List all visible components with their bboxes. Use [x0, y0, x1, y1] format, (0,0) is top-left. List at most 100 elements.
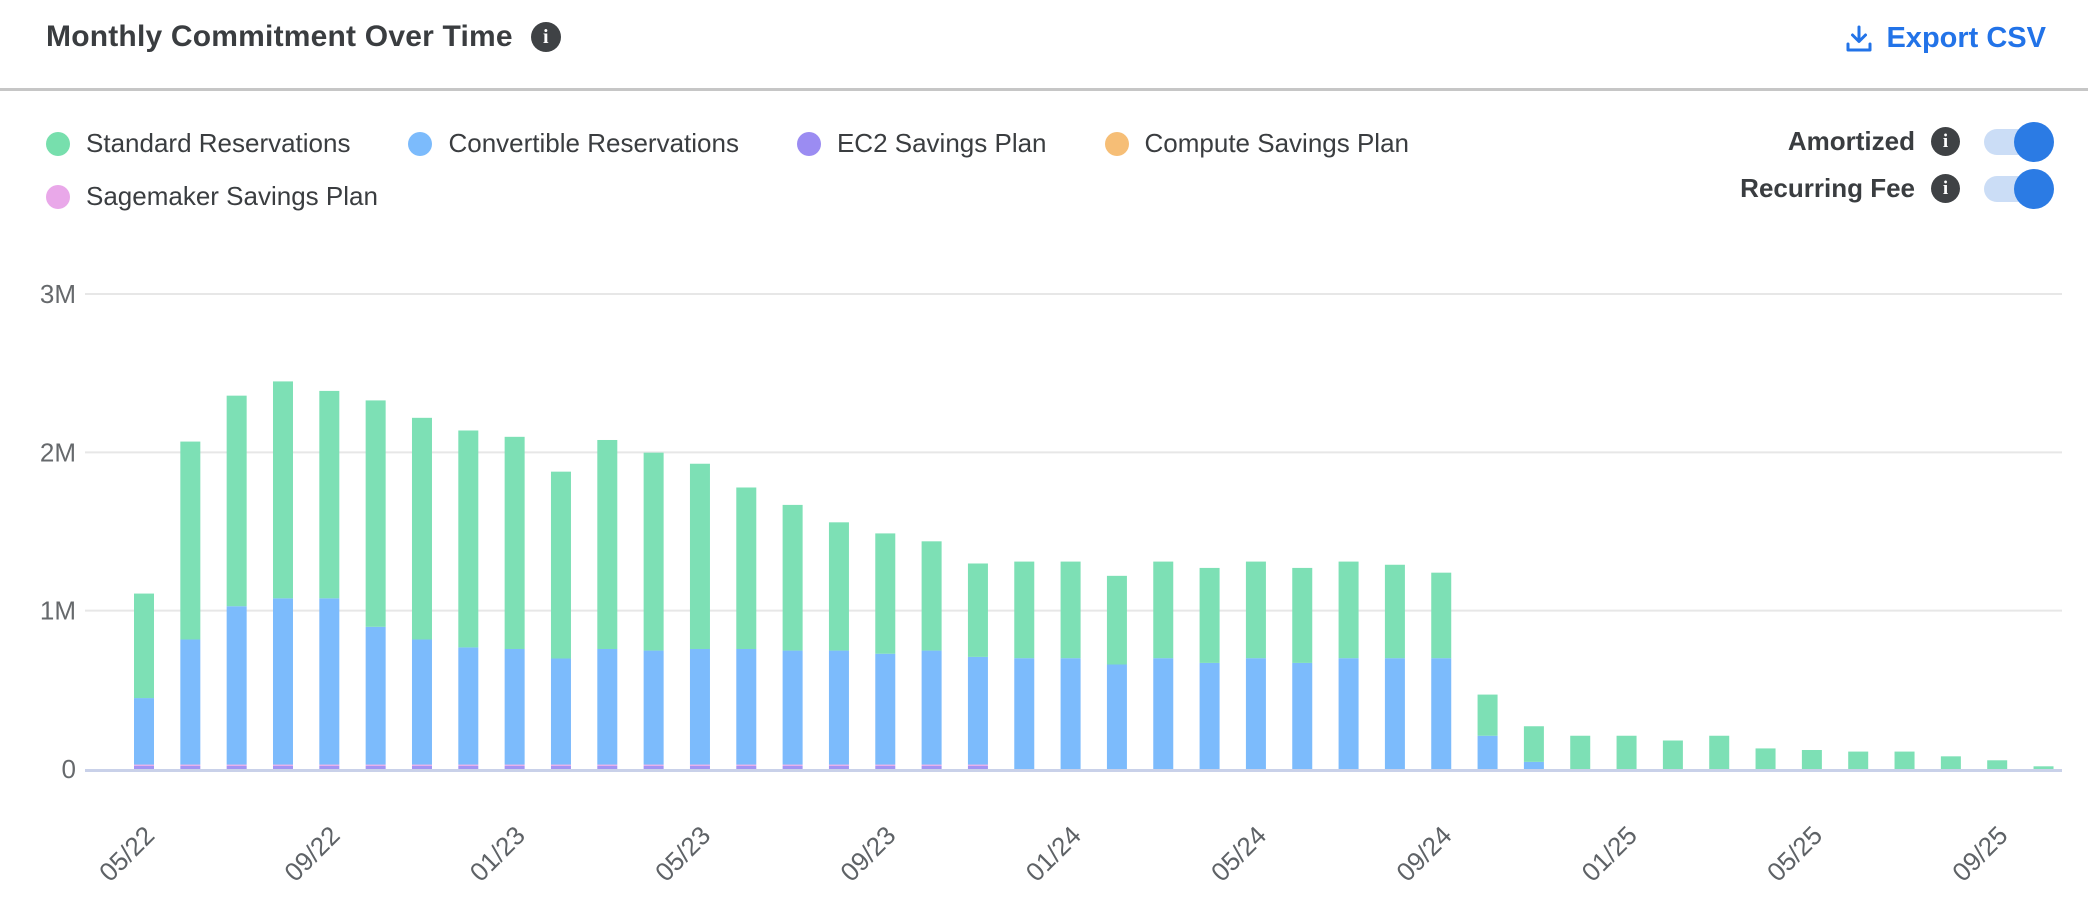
bar-segment[interactable] [1060, 561, 1081, 659]
bar-segment[interactable] [828, 650, 849, 765]
bar-segment[interactable] [1199, 567, 1220, 663]
legend-item[interactable]: EC2 Savings Plan [796, 128, 1047, 159]
bar-group[interactable] [1987, 760, 2008, 769]
bar-segment[interactable] [1014, 561, 1035, 659]
bar-segment[interactable] [689, 463, 710, 649]
bar-segment[interactable] [550, 471, 571, 659]
bar-segment[interactable] [458, 764, 479, 766]
bar-segment[interactable] [226, 395, 247, 607]
bar-segment[interactable] [134, 764, 154, 766]
bar-segment[interactable] [134, 593, 154, 699]
bar-group[interactable] [1477, 694, 1498, 769]
bar-segment[interactable] [411, 417, 432, 640]
bar-segment[interactable] [782, 764, 803, 766]
bar-segment[interactable] [782, 650, 803, 765]
bar-group[interactable] [2033, 766, 2054, 769]
bar-segment[interactable] [597, 764, 618, 766]
bar-segment[interactable] [875, 764, 896, 766]
bar-group[interactable] [1570, 735, 1591, 769]
bar-group[interactable] [875, 533, 896, 769]
bar-group[interactable] [1801, 750, 1822, 769]
bar-segment[interactable] [1662, 740, 1683, 769]
bar-segment[interactable] [319, 390, 340, 599]
bar-segment[interactable] [365, 764, 386, 766]
bar-segment[interactable] [504, 648, 525, 765]
bar-group[interactable] [458, 430, 479, 769]
bar-segment[interactable] [1384, 564, 1405, 659]
bar-group[interactable] [1662, 740, 1683, 769]
bar-segment[interactable] [1940, 756, 1961, 769]
bar-segment[interactable] [643, 650, 664, 765]
bar-group[interactable] [319, 390, 340, 769]
bar-segment[interactable] [921, 765, 942, 769]
bar-group[interactable] [272, 381, 293, 769]
bar-segment[interactable] [272, 381, 293, 599]
bar-segment[interactable] [550, 658, 571, 765]
bar-group[interactable] [1153, 561, 1174, 769]
bar-group[interactable] [180, 441, 201, 769]
bar-group[interactable] [643, 452, 664, 769]
bar-segment[interactable] [1755, 748, 1776, 769]
bar-group[interactable] [782, 504, 803, 769]
bar-segment[interactable] [550, 765, 571, 769]
legend-item[interactable]: Convertible Reservations [408, 128, 739, 159]
bar-segment[interactable] [1245, 561, 1266, 659]
bar-segment[interactable] [736, 648, 757, 765]
bar-segment[interactable] [226, 765, 247, 769]
bar-segment[interactable] [782, 504, 803, 651]
bar-group[interactable] [365, 400, 386, 769]
bar-group[interactable] [504, 436, 525, 769]
bar-segment[interactable] [504, 764, 525, 766]
export-csv-button[interactable]: Export CSV [1844, 22, 2046, 55]
bar-segment[interactable] [1709, 735, 1730, 769]
bar-segment[interactable] [1245, 658, 1266, 769]
bar-segment[interactable] [319, 598, 340, 765]
bar-group[interactable] [1338, 561, 1359, 769]
bar-segment[interactable] [411, 764, 432, 766]
bar-segment[interactable] [967, 563, 988, 657]
bar-group[interactable] [411, 417, 432, 769]
bar-segment[interactable] [134, 765, 154, 769]
bar-segment[interactable] [365, 626, 386, 765]
bar-segment[interactable] [643, 452, 664, 651]
bar-group[interactable] [967, 563, 988, 769]
bar-segment[interactable] [1477, 694, 1498, 736]
bar-group[interactable] [1106, 575, 1127, 769]
bar-group[interactable] [1014, 561, 1035, 769]
bar-segment[interactable] [921, 764, 942, 766]
toggle-switch[interactable] [1984, 168, 2054, 209]
bar-segment[interactable] [1199, 662, 1220, 769]
bar-segment[interactable] [736, 487, 757, 649]
bar-group[interactable] [921, 541, 942, 769]
bar-segment[interactable] [365, 765, 386, 769]
title-info-icon[interactable]: i [530, 22, 561, 52]
bar-segment[interactable] [967, 764, 988, 766]
bar-segment[interactable] [272, 764, 293, 766]
bar-group[interactable] [1709, 735, 1730, 769]
toggle-info-icon[interactable]: i [1931, 174, 1960, 203]
bar-segment[interactable] [828, 765, 849, 769]
bar-segment[interactable] [458, 647, 479, 765]
bar-segment[interactable] [226, 764, 247, 766]
bar-group[interactable] [1940, 756, 1961, 769]
bar-segment[interactable] [1477, 735, 1498, 769]
bar-segment[interactable] [1523, 761, 1544, 769]
bar-segment[interactable] [1848, 751, 1869, 769]
bar-segment[interactable] [1616, 735, 1637, 769]
bar-segment[interactable] [1106, 664, 1127, 769]
bar-segment[interactable] [967, 765, 988, 769]
bar-segment[interactable] [411, 765, 432, 769]
bar-group[interactable] [597, 439, 618, 769]
bar-segment[interactable] [180, 764, 201, 766]
bar-segment[interactable] [272, 765, 293, 769]
bar-segment[interactable] [828, 522, 849, 651]
bar-segment[interactable] [180, 765, 201, 769]
bar-segment[interactable] [1523, 726, 1544, 762]
bar-group[interactable] [1384, 564, 1405, 769]
bar-segment[interactable] [1292, 567, 1313, 663]
bar-segment[interactable] [689, 764, 710, 766]
bar-segment[interactable] [458, 430, 479, 648]
bar-group[interactable] [1199, 567, 1220, 769]
bar-group[interactable] [1616, 735, 1637, 769]
bar-group[interactable] [1431, 572, 1452, 769]
